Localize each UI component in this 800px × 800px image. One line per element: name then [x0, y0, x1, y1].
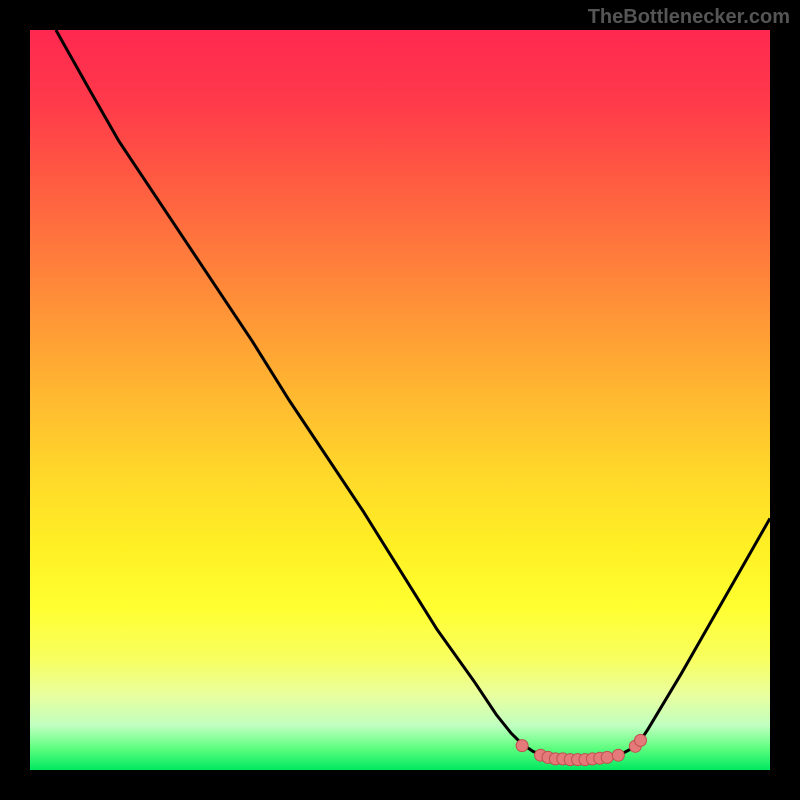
- marker-dot: [635, 734, 647, 746]
- marker-dot: [516, 740, 528, 752]
- bottleneck-curve: [30, 30, 770, 770]
- curve-line: [56, 30, 770, 760]
- plot-area: [30, 30, 770, 770]
- marker-dot: [612, 749, 624, 761]
- marker-dot: [601, 751, 613, 763]
- watermark-text: TheBottlenecker.com: [588, 6, 790, 29]
